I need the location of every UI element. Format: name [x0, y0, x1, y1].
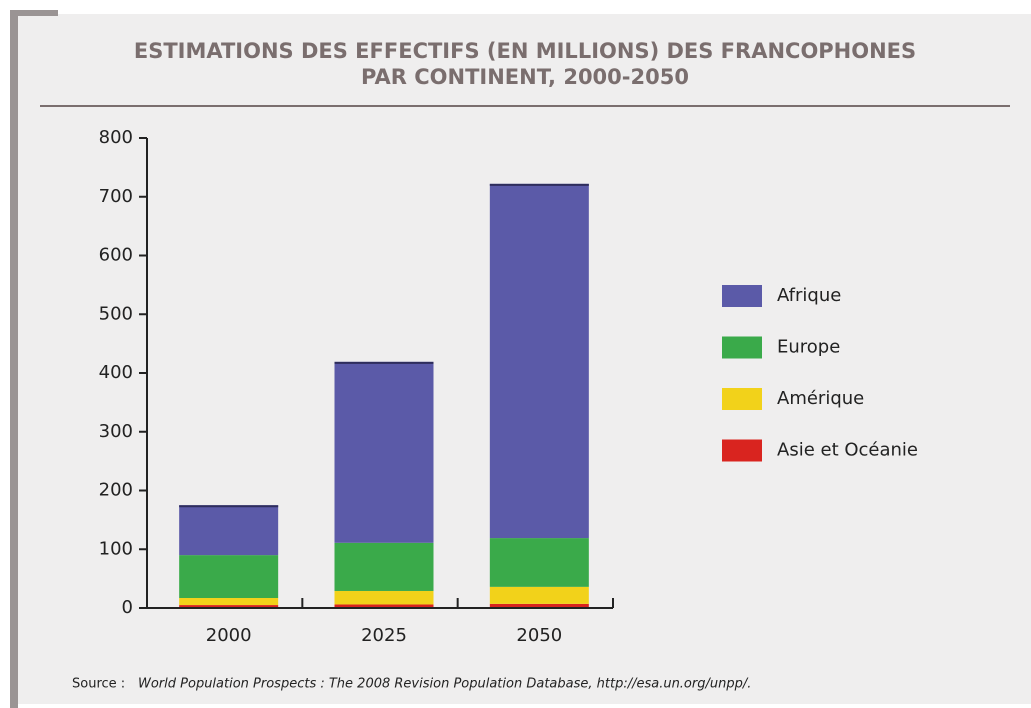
- legend-swatch: [722, 336, 762, 359]
- chart-title: PAR CONTINENT, 2000-2050: [361, 65, 689, 89]
- y-tick-label: 200: [99, 480, 133, 501]
- y-tick-label: 700: [99, 186, 133, 207]
- bar-segment: [334, 542, 434, 591]
- bar-segment: [179, 505, 279, 556]
- source-text: World Population Prospects : The 2008 Re…: [138, 677, 751, 692]
- top-accent: [10, 10, 58, 16]
- bar-segment: [489, 538, 589, 587]
- x-tick-label: 2050: [516, 625, 562, 646]
- bar-segment: [489, 603, 589, 608]
- bar-segment: [334, 604, 434, 608]
- bar-segment: [489, 586, 589, 604]
- legend-swatch: [722, 439, 762, 462]
- x-tick-label: 2000: [206, 625, 252, 646]
- legend-label: Europe: [777, 337, 840, 358]
- legend-label: Amérique: [777, 388, 864, 409]
- legend-swatch: [722, 285, 762, 307]
- y-tick-label: 500: [99, 303, 133, 324]
- source-label: Source :: [72, 677, 125, 692]
- x-tick-label: 2025: [361, 625, 407, 646]
- y-tick-label: 800: [99, 127, 133, 148]
- legend-label: Afrique: [777, 285, 841, 306]
- y-tick-label: 100: [99, 538, 133, 559]
- legend-label: Asie et Océanie: [777, 440, 918, 461]
- bar-segment: [179, 605, 279, 608]
- bar-segment: [334, 590, 434, 605]
- y-tick-label: 300: [99, 421, 133, 442]
- y-tick-label: 400: [99, 362, 133, 383]
- bar-segment: [334, 361, 434, 543]
- y-tick-label: 600: [99, 245, 133, 266]
- bar-segment: [179, 555, 279, 599]
- side-bar: [10, 10, 18, 708]
- bar-segment: [489, 183, 589, 539]
- legend-swatch: [722, 388, 762, 410]
- y-tick-label: 0: [122, 597, 133, 618]
- bar-segment: [179, 598, 279, 606]
- chart-title: ESTIMATIONS DES EFFECTIFS (EN MILLIONS) …: [134, 39, 916, 63]
